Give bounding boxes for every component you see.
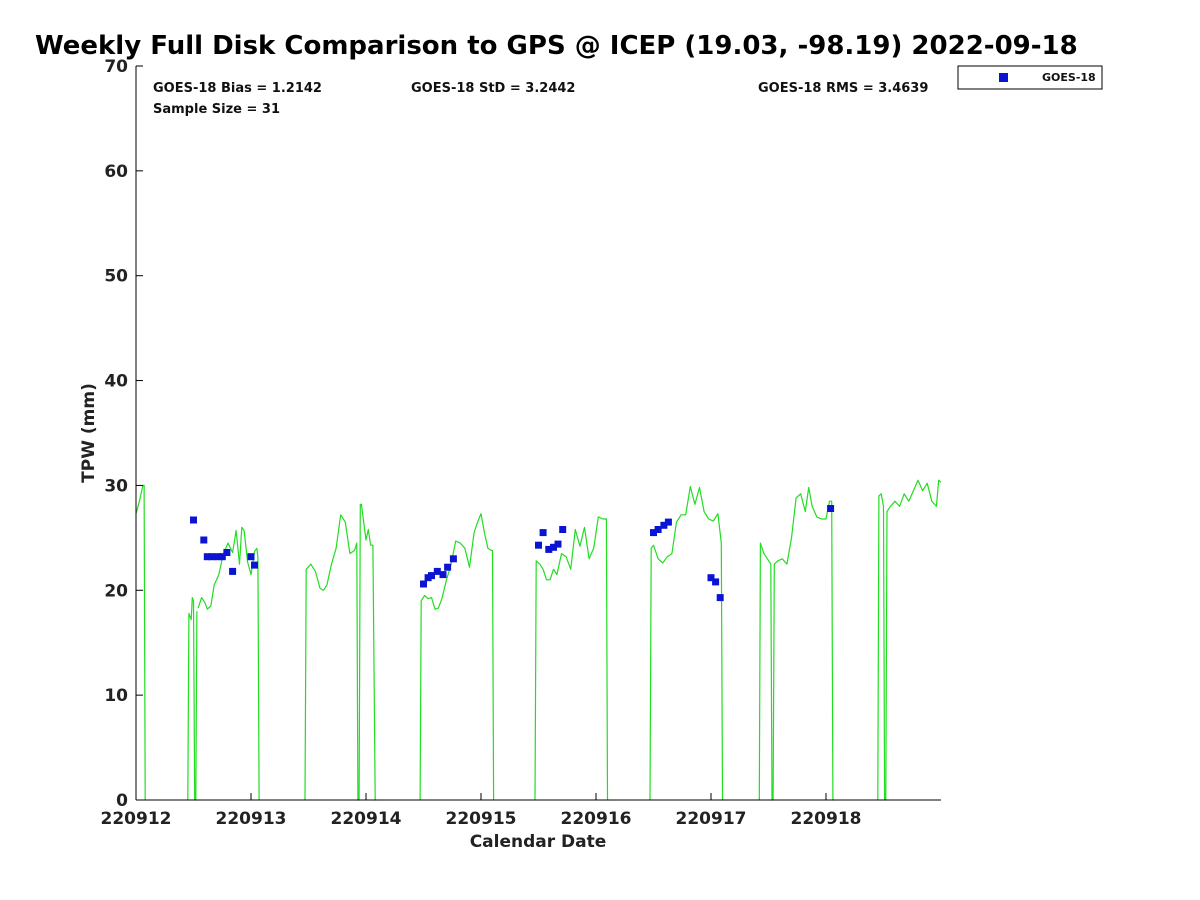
goes-point [200, 536, 208, 544]
y-tick-label: 40 [104, 372, 128, 392]
y-tick-label: 0 [116, 791, 128, 811]
goes-point [707, 574, 715, 582]
gps-line-segment [304, 503, 377, 801]
y-tick-label: 70 [104, 57, 128, 77]
y-tick-label: 60 [104, 162, 128, 182]
stat-bias: GOES-18 Bias = 1.2142 [153, 81, 322, 96]
goes-point [190, 516, 197, 524]
goes-point [208, 553, 216, 561]
goes-point [554, 540, 562, 548]
y-axis-ticks: 0 10 20 30 40 50 60 70 [104, 57, 143, 811]
y-tick-label: 50 [104, 267, 128, 287]
chart-title: Weekly Full Disk Comparison to GPS @ ICE… [35, 31, 1078, 61]
goes-point [660, 521, 668, 529]
goes-point [247, 553, 255, 561]
legend-marker-goes [999, 73, 1008, 82]
legend-label-goes: GOES-18 [1042, 71, 1096, 84]
y-tick-label: 20 [104, 581, 128, 601]
axes [135, 66, 941, 801]
gps-line-segment [649, 485, 724, 801]
stat-std: GOES-18 StD = 3.2442 [411, 81, 575, 96]
y-axis-label: TPW (mm) [79, 383, 99, 483]
goes-point [203, 553, 211, 561]
legend-box [957, 65, 1103, 90]
x-tick-label: 220916 [561, 809, 632, 829]
goes-point [827, 505, 835, 512]
goes-point [654, 526, 662, 533]
goes-point [650, 529, 657, 537]
goes-point [251, 561, 258, 569]
goes-point [433, 567, 441, 575]
goes-point [539, 529, 547, 537]
goes-point [439, 571, 447, 579]
goes-point [229, 567, 237, 575]
stat-sample-size: Sample Size = 31 [153, 102, 280, 117]
gps-line-segment [534, 516, 609, 801]
goes-point [420, 580, 427, 588]
goes-point [428, 572, 435, 580]
gps-line-segment [758, 486, 835, 801]
x-tick-label: 220917 [676, 809, 747, 829]
y-tick-label: 30 [104, 476, 128, 496]
goes-point [712, 578, 720, 586]
goes-point [214, 553, 222, 561]
plot-area [136, 66, 941, 800]
gps-line-segment [419, 513, 495, 801]
x-axis-ticks: 220912 220913 220914 220915 220916 220917 2209… [101, 793, 862, 829]
x-tick-label: 220914 [331, 809, 402, 829]
goes-point [535, 541, 542, 549]
goes-point [550, 543, 557, 551]
goes-point [664, 518, 672, 526]
x-tick-label: 220918 [791, 809, 862, 829]
x-tick-label: 220912 [101, 809, 172, 829]
x-tick-label: 220913 [216, 809, 287, 829]
goes-point [716, 594, 724, 602]
goes-point [444, 563, 452, 571]
legend: GOES-18 [957, 65, 1103, 90]
y-tick-label: 10 [104, 686, 128, 706]
gps-series [135, 479, 942, 801]
gps-line-segment [877, 479, 942, 801]
x-tick-label: 220915 [446, 809, 517, 829]
x-axis-label: Calendar Date [470, 832, 607, 852]
goes-point [545, 545, 553, 553]
goes-series [190, 505, 835, 602]
goes-point [559, 526, 567, 533]
goes-point [223, 549, 231, 556]
goes-point [449, 555, 457, 563]
goes-point [218, 553, 226, 561]
stat-rms: GOES-18 RMS = 3.4639 [758, 81, 928, 96]
